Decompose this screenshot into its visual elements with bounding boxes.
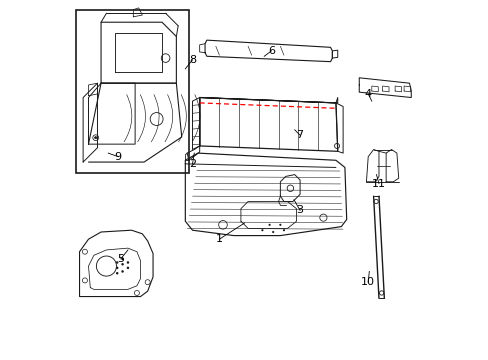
Circle shape [126,267,129,269]
Circle shape [279,224,281,226]
Text: 3: 3 [296,206,303,216]
Text: 1: 1 [216,234,223,244]
Text: 10: 10 [361,277,374,287]
Circle shape [121,263,123,266]
Text: 8: 8 [188,55,196,65]
Circle shape [126,261,129,264]
Circle shape [261,229,263,231]
Text: 9: 9 [115,152,122,162]
Bar [76,10,188,173]
Text: 6: 6 [267,46,274,56]
Circle shape [94,136,97,139]
Text: 2: 2 [188,159,196,169]
Circle shape [116,267,118,269]
Text: 5: 5 [117,254,124,264]
Circle shape [116,261,118,264]
Text: 4: 4 [364,89,371,99]
Text: 7: 7 [296,130,303,140]
Text: 11: 11 [371,179,385,189]
Circle shape [282,229,285,231]
Circle shape [121,258,123,260]
Circle shape [268,224,270,226]
Circle shape [116,272,118,274]
Circle shape [271,231,274,233]
Circle shape [121,270,123,273]
